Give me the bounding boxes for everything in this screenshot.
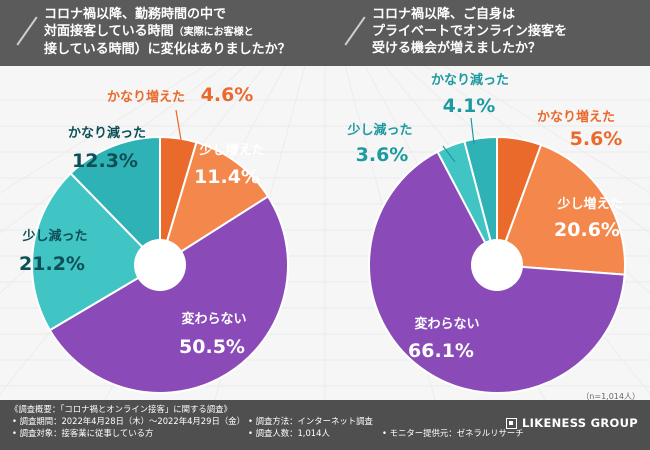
pie1-slice-3 [31,171,162,332]
pie1-value-3: 21.2% [19,253,85,275]
pie2-slice-1 [495,143,626,276]
survey-overview: 《調査概要：「コロナ禍とオンライン接客」に関する調査》 [10,404,232,414]
pie1-slice-4 [69,135,161,268]
pie1-label-3: 少し減った [21,228,87,244]
pie2-label-0: かなり増えた [537,109,615,125]
survey-footer: 《調査概要：「コロナ禍とオンライン接客」に関する調査》 • 調査期間：2022年… [0,400,650,450]
pie1-value-0: 4.6% [201,84,254,106]
logo-text: LIKENESS GROUP [522,416,638,430]
pie1-value-1: 11.4% [194,166,260,188]
q2-line-3: 受ける機会が増えましたか？ [372,41,542,56]
pie1-center-hole [134,239,186,291]
pie2-label-1: 少し増えた [556,196,622,212]
q1-question-text: コロナ禍以降、勤務時間の中で 対面接客している時間（実際にお客様と 接している時… [44,6,291,58]
pie2-label-3: 少し減った [346,122,412,138]
likeness-group-logo: LIKENESS GROUP [506,416,638,430]
pie1-label-2: 変わらない [181,311,246,327]
pie1-value-4: 12.3% [72,150,138,172]
pie1-leader-line [175,109,183,147]
pie2-value-2: 66.1% [408,340,474,362]
pie-chart-1: かなり増えた 4.6% 少し増えた 11.4% 変わらない 50.5% 少し減った 21.2%… [19,84,289,394]
pie1-slice-2 [48,195,289,394]
q2-slash-decoration [344,16,366,46]
q1-line-2-small: （実際にお客様と [173,27,254,38]
q1-line-3: 接している時間）に変化はありましたか？ [44,42,291,57]
q1-slash-decoration [16,16,38,46]
question-header: コロナ禍以降、勤務時間の中で 対面接客している時間（実際にお客様と 接している時… [0,0,650,66]
survey-target: • 調査対象：接客業に従事している方 [12,428,154,438]
logo-mark-icon [506,417,518,429]
q2-line-1: コロナ禍以降、ご自身は [372,7,516,22]
pie2-leader-line-2 [470,117,475,145]
pie-charts: かなり増えた 4.6% 少し増えた 11.4% 変わらない 50.5% 少し減った 21.2%… [0,66,650,400]
pie2-value-4: 4.1% [443,95,496,117]
q1-line-2: 対面接客している時間（実際にお客様と [44,23,291,41]
pie2-value-0: 5.6% [570,128,623,150]
q1-line-2-main: 対面接客している時間 [44,24,174,39]
pie-chart-2: かなり増えた 5.6% 少し増えた 20.6% 変わらない 66.1% 少し減った 3.6% か… [346,72,626,394]
pie1-label-4: かなり減った [68,125,146,141]
pie2-center-hole [471,239,523,291]
chart-area: かなり増えた 4.6% 少し増えた 11.4% 変わらない 50.5% 少し減った 21.2%… [0,66,650,400]
pie1-value-2: 50.5% [179,336,245,358]
q1-line-1: コロナ禍以降、勤務時間の中で [44,7,227,22]
pie2-slice-4 [463,135,498,266]
pie1-label-1: 少し増えた [198,142,264,158]
pie2-value-1: 20.6% [554,219,620,241]
pie2-leader-line-1 [442,145,456,163]
pie2-value-3: 3.6% [356,144,409,166]
survey-period: • 調査期間：2022年4月28日（木）～2022年4月29日（金） [12,416,245,426]
sample-size-note: （n=1,014人） [581,392,640,401]
survey-method: • 調査方法：インターネット調査 [248,416,373,426]
pie2-label-2: 変わらない [414,316,479,332]
monitor-provider: • モニター提供元：ゼネラルリサーチ [382,428,524,438]
pie2-label-4: かなり減った [431,72,509,88]
q2-question-text: コロナ禍以降、ご自身は プライベートでオンライン接客を 受ける機会が増えましたか… [372,6,567,57]
pie1-label-0: かなり増えた [107,89,185,105]
survey-count: • 調査人数：1,014人 [248,428,330,438]
q2-line-2: プライベートでオンライン接客を [372,24,568,39]
pie1-slice-1 [158,141,270,268]
